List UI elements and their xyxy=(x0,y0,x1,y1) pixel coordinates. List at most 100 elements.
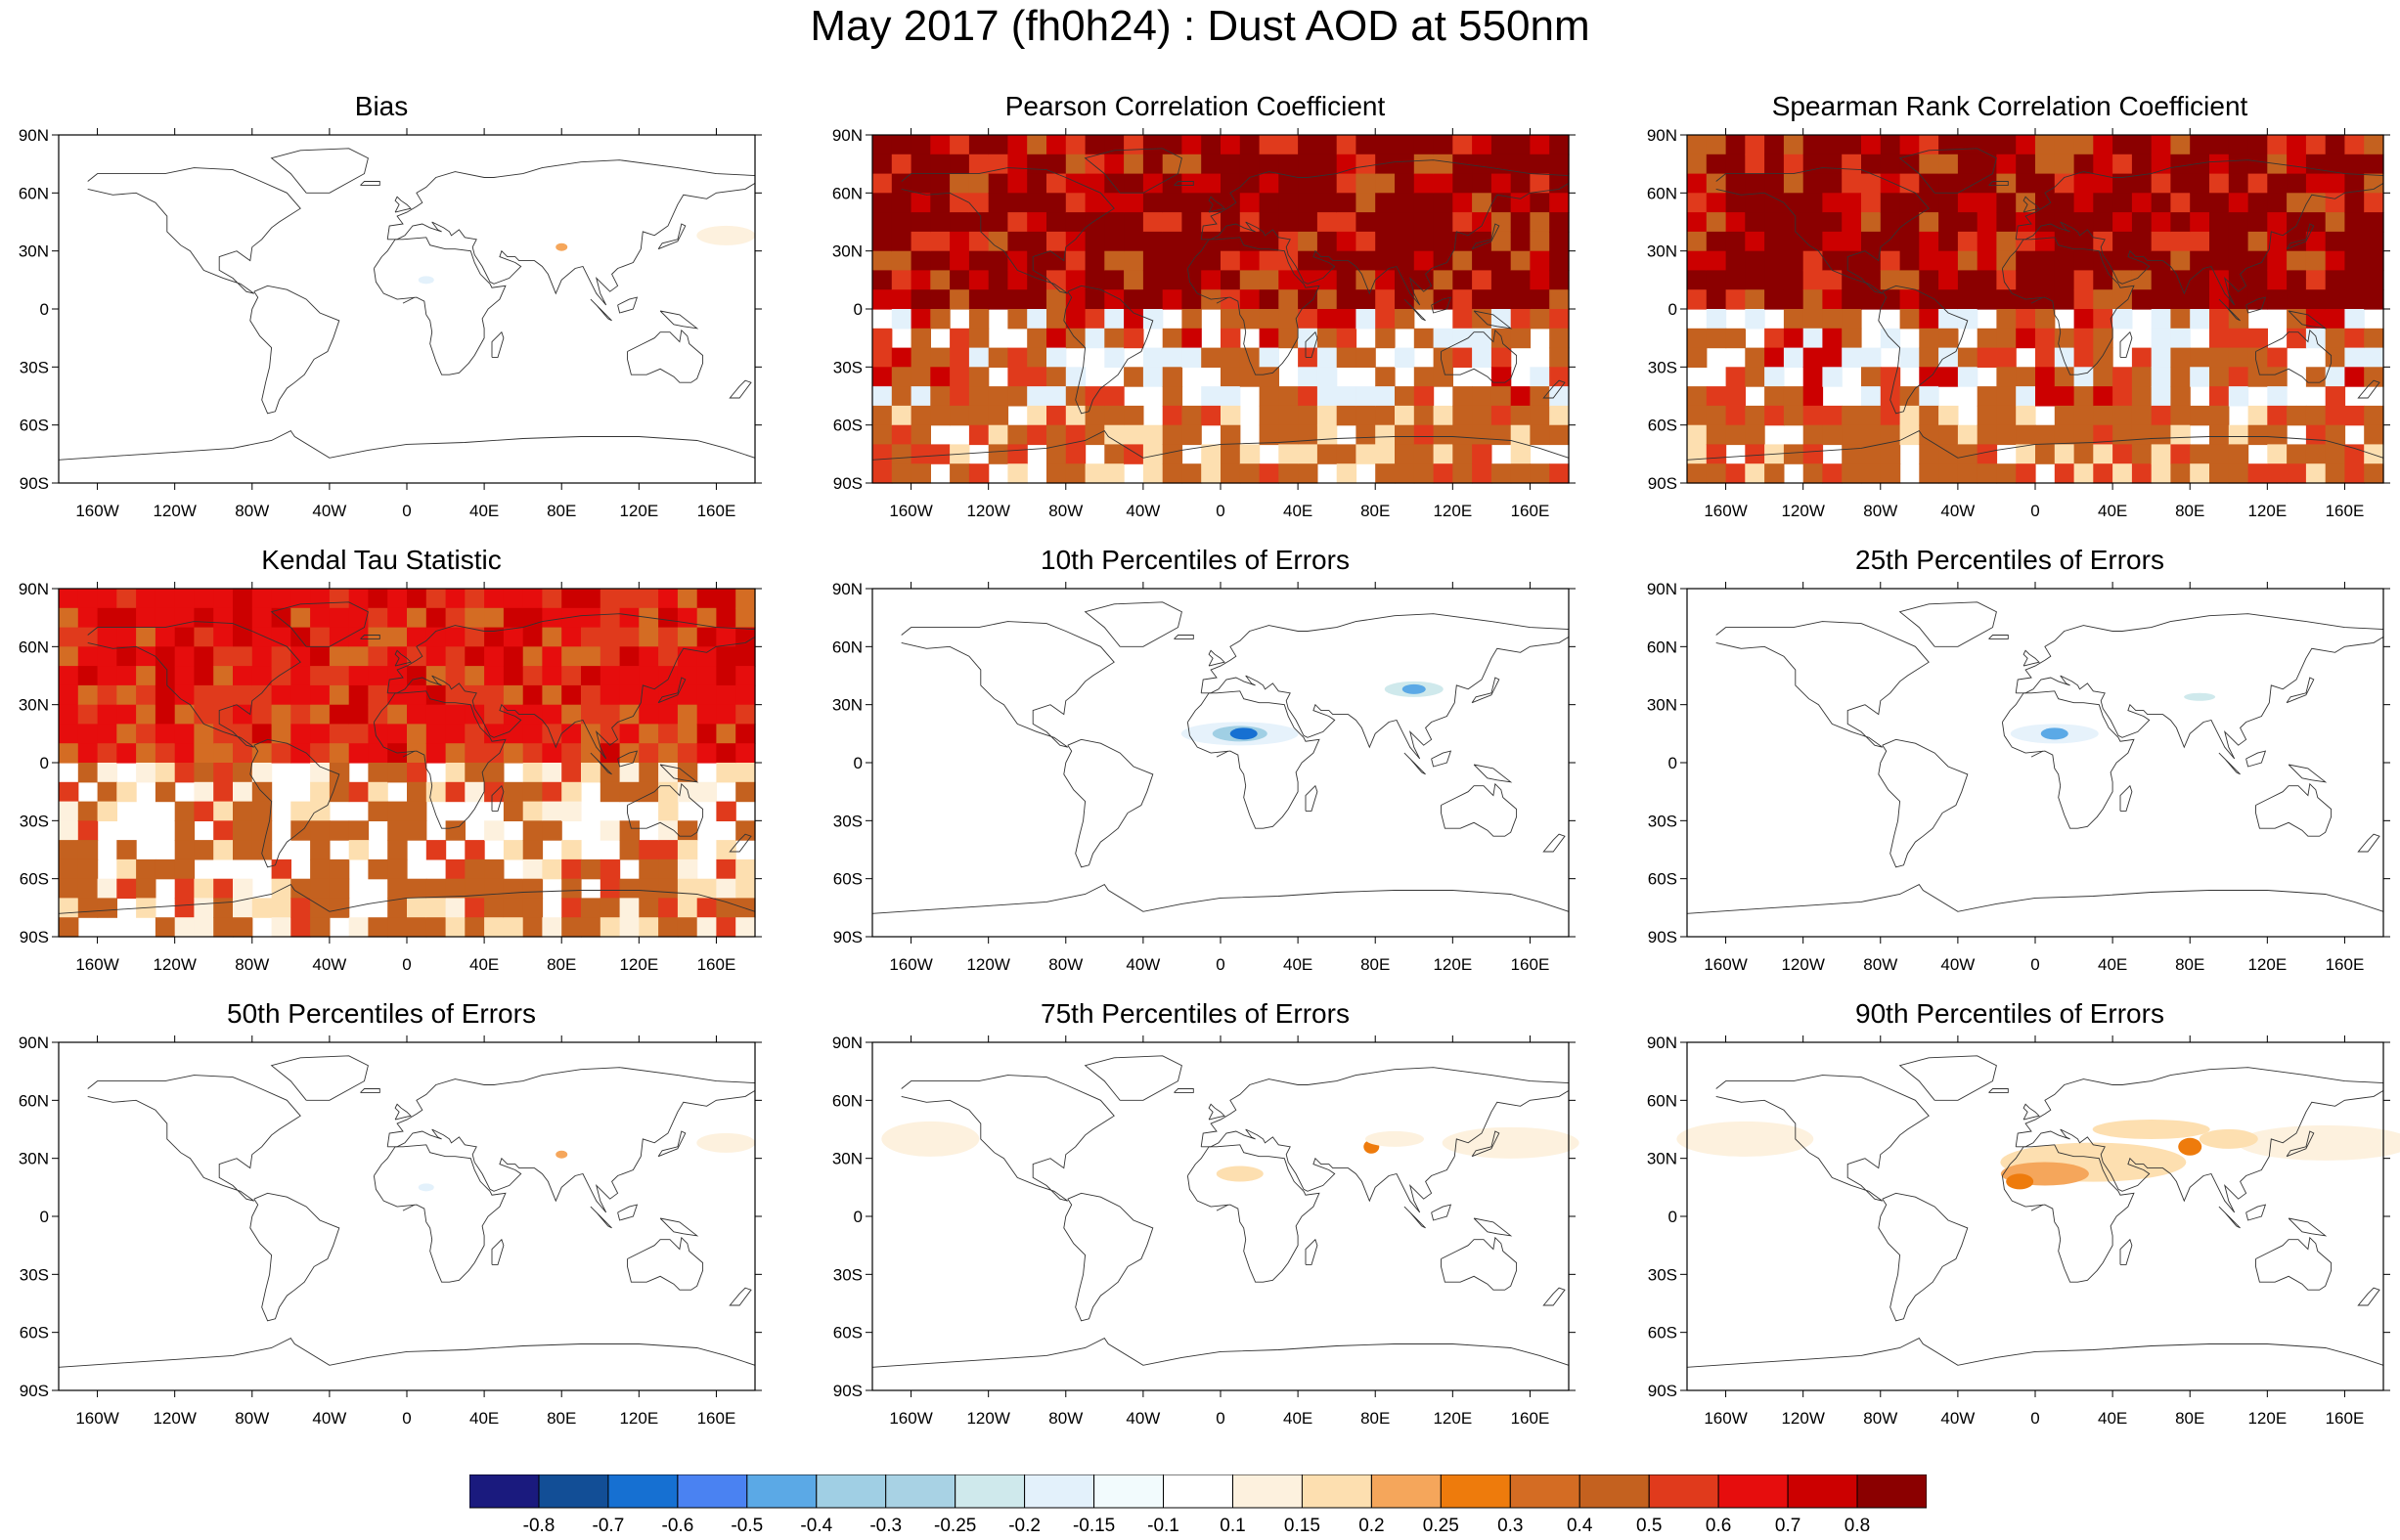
field-cell xyxy=(561,743,582,764)
field-cell xyxy=(619,684,640,706)
field-cell xyxy=(2364,347,2384,368)
field-cell xyxy=(425,607,447,629)
coastline xyxy=(2015,613,2384,760)
field-cell xyxy=(2325,154,2346,175)
field-cell xyxy=(155,627,176,647)
field-cell xyxy=(465,607,485,629)
field-cell xyxy=(677,858,698,880)
field-cell xyxy=(2190,212,2210,233)
field-cell xyxy=(2305,250,2327,272)
field-cell xyxy=(1278,250,1299,272)
field-cell xyxy=(1433,463,1453,484)
field-cell xyxy=(1181,212,1202,233)
field-cell xyxy=(136,666,156,686)
field-cell xyxy=(2325,193,2346,213)
coastline xyxy=(2001,690,2135,829)
field-cell xyxy=(1007,309,1028,330)
coastlines xyxy=(871,601,1570,914)
field-cell xyxy=(716,858,736,880)
field-cell xyxy=(1919,405,1939,426)
lon-label: 80E xyxy=(2175,502,2204,520)
field-cell xyxy=(97,589,117,609)
colorbar-label: -0.3 xyxy=(869,1516,902,1535)
coastline xyxy=(1988,1088,2009,1093)
coastline xyxy=(1305,1238,1318,1265)
field-cell xyxy=(1706,270,1727,290)
field-cell xyxy=(484,724,505,744)
field-cell xyxy=(1298,309,1318,330)
field-cell xyxy=(1452,135,1473,155)
field-cell xyxy=(2093,193,2113,213)
field-cell xyxy=(677,627,698,647)
field-cell xyxy=(1104,328,1125,349)
field-cell xyxy=(1124,250,1144,272)
field-cell xyxy=(1356,231,1376,252)
field-cell xyxy=(1822,173,1843,194)
field-cell xyxy=(1530,231,1550,252)
field-cell xyxy=(2364,154,2384,175)
coastline xyxy=(2022,1103,2040,1121)
field-cell xyxy=(2054,193,2075,213)
field-cell xyxy=(968,424,990,446)
field-cell xyxy=(677,763,698,783)
field-cell xyxy=(1802,424,1824,446)
lat-label: 60S xyxy=(1648,1324,1677,1342)
field-cell xyxy=(1085,270,1105,290)
field-cell xyxy=(1899,135,1920,155)
field-cell xyxy=(1162,250,1183,272)
field-cell xyxy=(1316,212,1338,233)
field-cell xyxy=(59,878,79,900)
lat-label: 30S xyxy=(833,358,863,376)
field-cell xyxy=(1375,270,1396,290)
field-cell xyxy=(1298,463,1318,484)
field-cell xyxy=(1957,173,1978,194)
field-cell xyxy=(988,250,1009,272)
field-cell xyxy=(1977,463,1998,484)
field-cell xyxy=(968,212,990,233)
field-cell xyxy=(988,231,1009,252)
field-cell xyxy=(891,289,912,310)
field-cell xyxy=(348,607,370,629)
field-cell xyxy=(1433,193,1453,213)
field-cell xyxy=(619,589,640,609)
field-cell xyxy=(77,763,99,783)
field-cell xyxy=(891,463,912,484)
field-cell xyxy=(1298,173,1318,194)
lat-label: 90N xyxy=(1647,580,1677,598)
field-cell xyxy=(1336,270,1357,290)
field-cell xyxy=(1298,212,1318,233)
coastline xyxy=(729,1287,752,1306)
field-cell xyxy=(2016,444,2036,464)
field-cell xyxy=(522,858,544,880)
field-cell xyxy=(1842,173,1862,194)
field-cell xyxy=(465,684,485,706)
field-cell xyxy=(97,684,117,706)
field-cell xyxy=(1259,250,1279,272)
field-cell xyxy=(1822,309,1843,330)
field-cell xyxy=(1259,154,1279,175)
colorbar-box xyxy=(816,1474,887,1509)
field-cell xyxy=(425,666,447,686)
field-cell xyxy=(1395,270,1415,290)
colorbar-box xyxy=(1370,1474,1442,1509)
field-cell xyxy=(2247,270,2268,290)
lon-label: 120E xyxy=(1433,955,1472,974)
field-cell xyxy=(2344,367,2365,387)
field-layer xyxy=(1687,135,2384,484)
field-cell xyxy=(1181,154,1202,175)
field-cell xyxy=(1996,289,2017,310)
field-cell xyxy=(1201,347,1222,368)
field-cell xyxy=(1298,231,1318,252)
field-cell xyxy=(872,212,893,233)
field-cell xyxy=(2287,173,2307,194)
field-cell xyxy=(1510,193,1532,213)
field-cell xyxy=(2209,135,2230,155)
field-cell xyxy=(1861,193,1882,213)
field-cell xyxy=(1027,135,1047,155)
lat-label: 30S xyxy=(1648,358,1677,376)
lat-label: 90N xyxy=(1647,1034,1677,1052)
field-cell xyxy=(2190,405,2210,426)
field-cell xyxy=(425,627,447,647)
field-cell xyxy=(1065,154,1087,175)
